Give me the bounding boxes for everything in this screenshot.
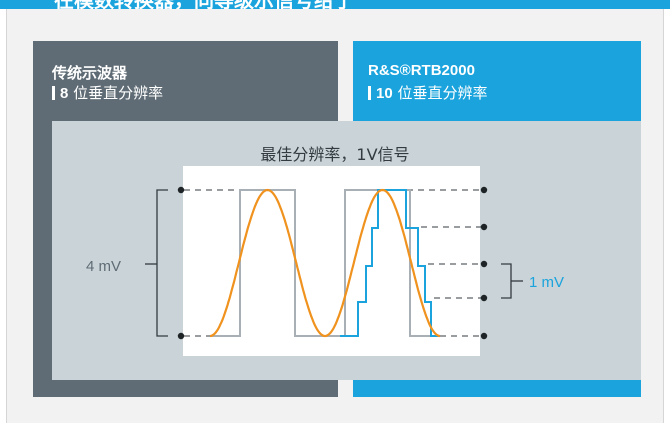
right-panel-bits: 10 xyxy=(376,85,393,102)
sine-waveform xyxy=(209,188,441,338)
bracket-icon xyxy=(156,189,168,337)
bullet-bar-icon xyxy=(368,86,371,100)
dot-marker-icon xyxy=(480,294,488,302)
bracket-icon xyxy=(501,263,512,299)
coarse-step-waveform xyxy=(210,189,440,337)
left-span-label: 4 mV xyxy=(86,258,122,275)
right-panel-subtitle: 10 位垂直分辨率 xyxy=(368,82,487,103)
right-panel-subtitle-text: 位垂直分辨率 xyxy=(397,84,488,102)
dot-marker-icon xyxy=(480,186,488,194)
dot-marker-icon xyxy=(177,186,185,194)
header-title: 在模数转换器，同等级示信号给了 xyxy=(54,0,354,9)
left-panel-bits: 8 xyxy=(60,85,69,102)
diagram-caption: 最佳分辨率，1V信号 xyxy=(260,145,410,164)
reference-lines xyxy=(184,189,484,337)
left-panel-subtitle-text: 位垂直分辨率 xyxy=(73,84,164,102)
left-panel-subtitle: 8 位垂直分辨率 xyxy=(52,82,163,103)
dot-marker-icon xyxy=(480,260,488,268)
dot-markers xyxy=(177,186,488,340)
left-panel-title: 传统示波器 xyxy=(52,65,128,82)
bullet-bar-icon xyxy=(52,86,55,100)
dot-marker-icon xyxy=(177,332,185,340)
right-panel-title: R&S®RTB2000 xyxy=(368,62,475,79)
header-bar: 在模数转换器，同等级示信号给了 xyxy=(0,0,670,9)
dot-marker-icon xyxy=(480,332,488,340)
right-span-label: 1 mV xyxy=(529,274,565,291)
fine-step-waveform xyxy=(340,189,440,337)
dot-marker-icon xyxy=(480,223,488,231)
